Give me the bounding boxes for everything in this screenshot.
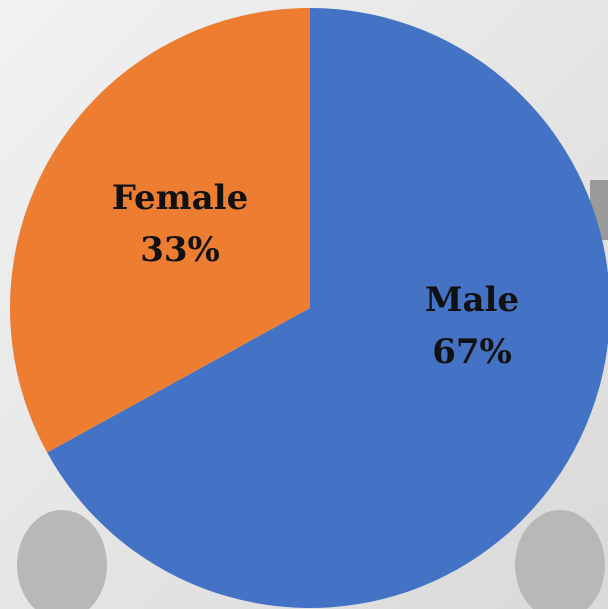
pie-labels: Male 67% Female 33%: [112, 178, 519, 372]
slice-name: Male: [425, 280, 519, 320]
slice-name: Female: [112, 178, 248, 218]
pie-slice: [10, 8, 311, 453]
slice-value: 67%: [432, 332, 512, 372]
background-photo: [515, 510, 605, 609]
pie: [10, 8, 608, 608]
pie-slice: [47, 8, 608, 608]
background-photo: [17, 510, 107, 609]
slice-value: 33%: [140, 230, 220, 270]
